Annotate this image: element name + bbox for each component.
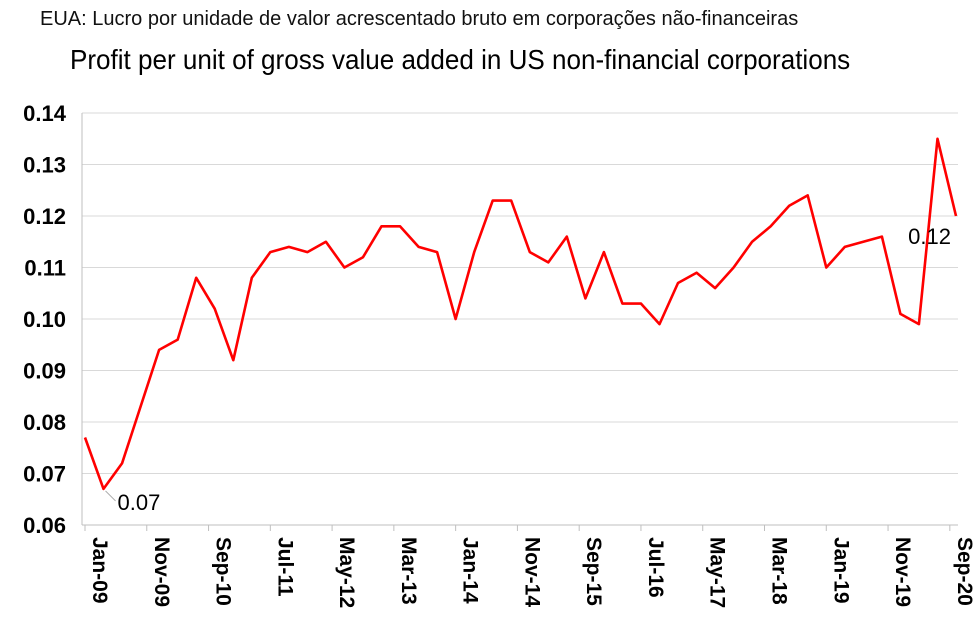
y-tick-label: 0.12 (23, 204, 66, 229)
x-tick-label: Jan-09 (88, 537, 111, 604)
x-tick-label: Sep-15 (582, 537, 605, 606)
x-tick-label: Jan-19 (829, 537, 852, 604)
series-layer (83, 137, 958, 491)
x-tick-label: Jan-14 (459, 537, 482, 604)
data-label-leader (105, 490, 116, 502)
y-tick-label: 0.10 (23, 307, 66, 332)
x-tick-label: Jul-11 (273, 537, 296, 597)
x-tick-label: Jul-16 (644, 537, 667, 598)
y-tick-label: 0.08 (23, 410, 66, 435)
series-line (83, 137, 958, 491)
x-tick-label: Sep-10 (212, 537, 235, 606)
data-label: 0.07 (118, 490, 161, 515)
data-labels: 0.07 0.12 (105, 224, 951, 515)
x-tick-label: Mar-18 (768, 537, 791, 605)
y-tick-label: 0.11 (24, 256, 66, 281)
x-tick-label: Nov-09 (150, 537, 173, 607)
y-tick-label: 0.06 (23, 513, 66, 538)
chart-subtitle: EUA: Lucro por unidade de valor acrescen… (40, 8, 799, 30)
y-tick-label: 0.09 (23, 359, 66, 384)
gridlines (82, 112, 958, 474)
x-tick-label: Nov-14 (520, 537, 543, 607)
y-tick-label: 0.14 (23, 101, 67, 126)
data-label: 0.12 (908, 224, 951, 249)
x-tick-label: Nov-19 (891, 537, 914, 607)
chart-title: Profit per unit of gross value added in … (70, 44, 851, 75)
y-tick-label: 0.07 (23, 462, 66, 487)
x-tick-label: Sep-20 (953, 537, 976, 606)
x-tick-label: Mar-13 (397, 537, 420, 605)
y-axis: 0.06 0.07 0.08 0.09 0.10 0.11 0.12 0.13 0.14 (23, 101, 83, 538)
series-points (84, 138, 957, 491)
x-axis: Jan-09 Nov-09 Sep-10 Jul-11 May-12 Mar-13 Jan-… (82, 524, 976, 608)
x-tick-label: May-17 (706, 537, 729, 608)
x-tick-label: May-12 (335, 537, 358, 608)
y-tick-label: 0.13 (23, 153, 66, 178)
